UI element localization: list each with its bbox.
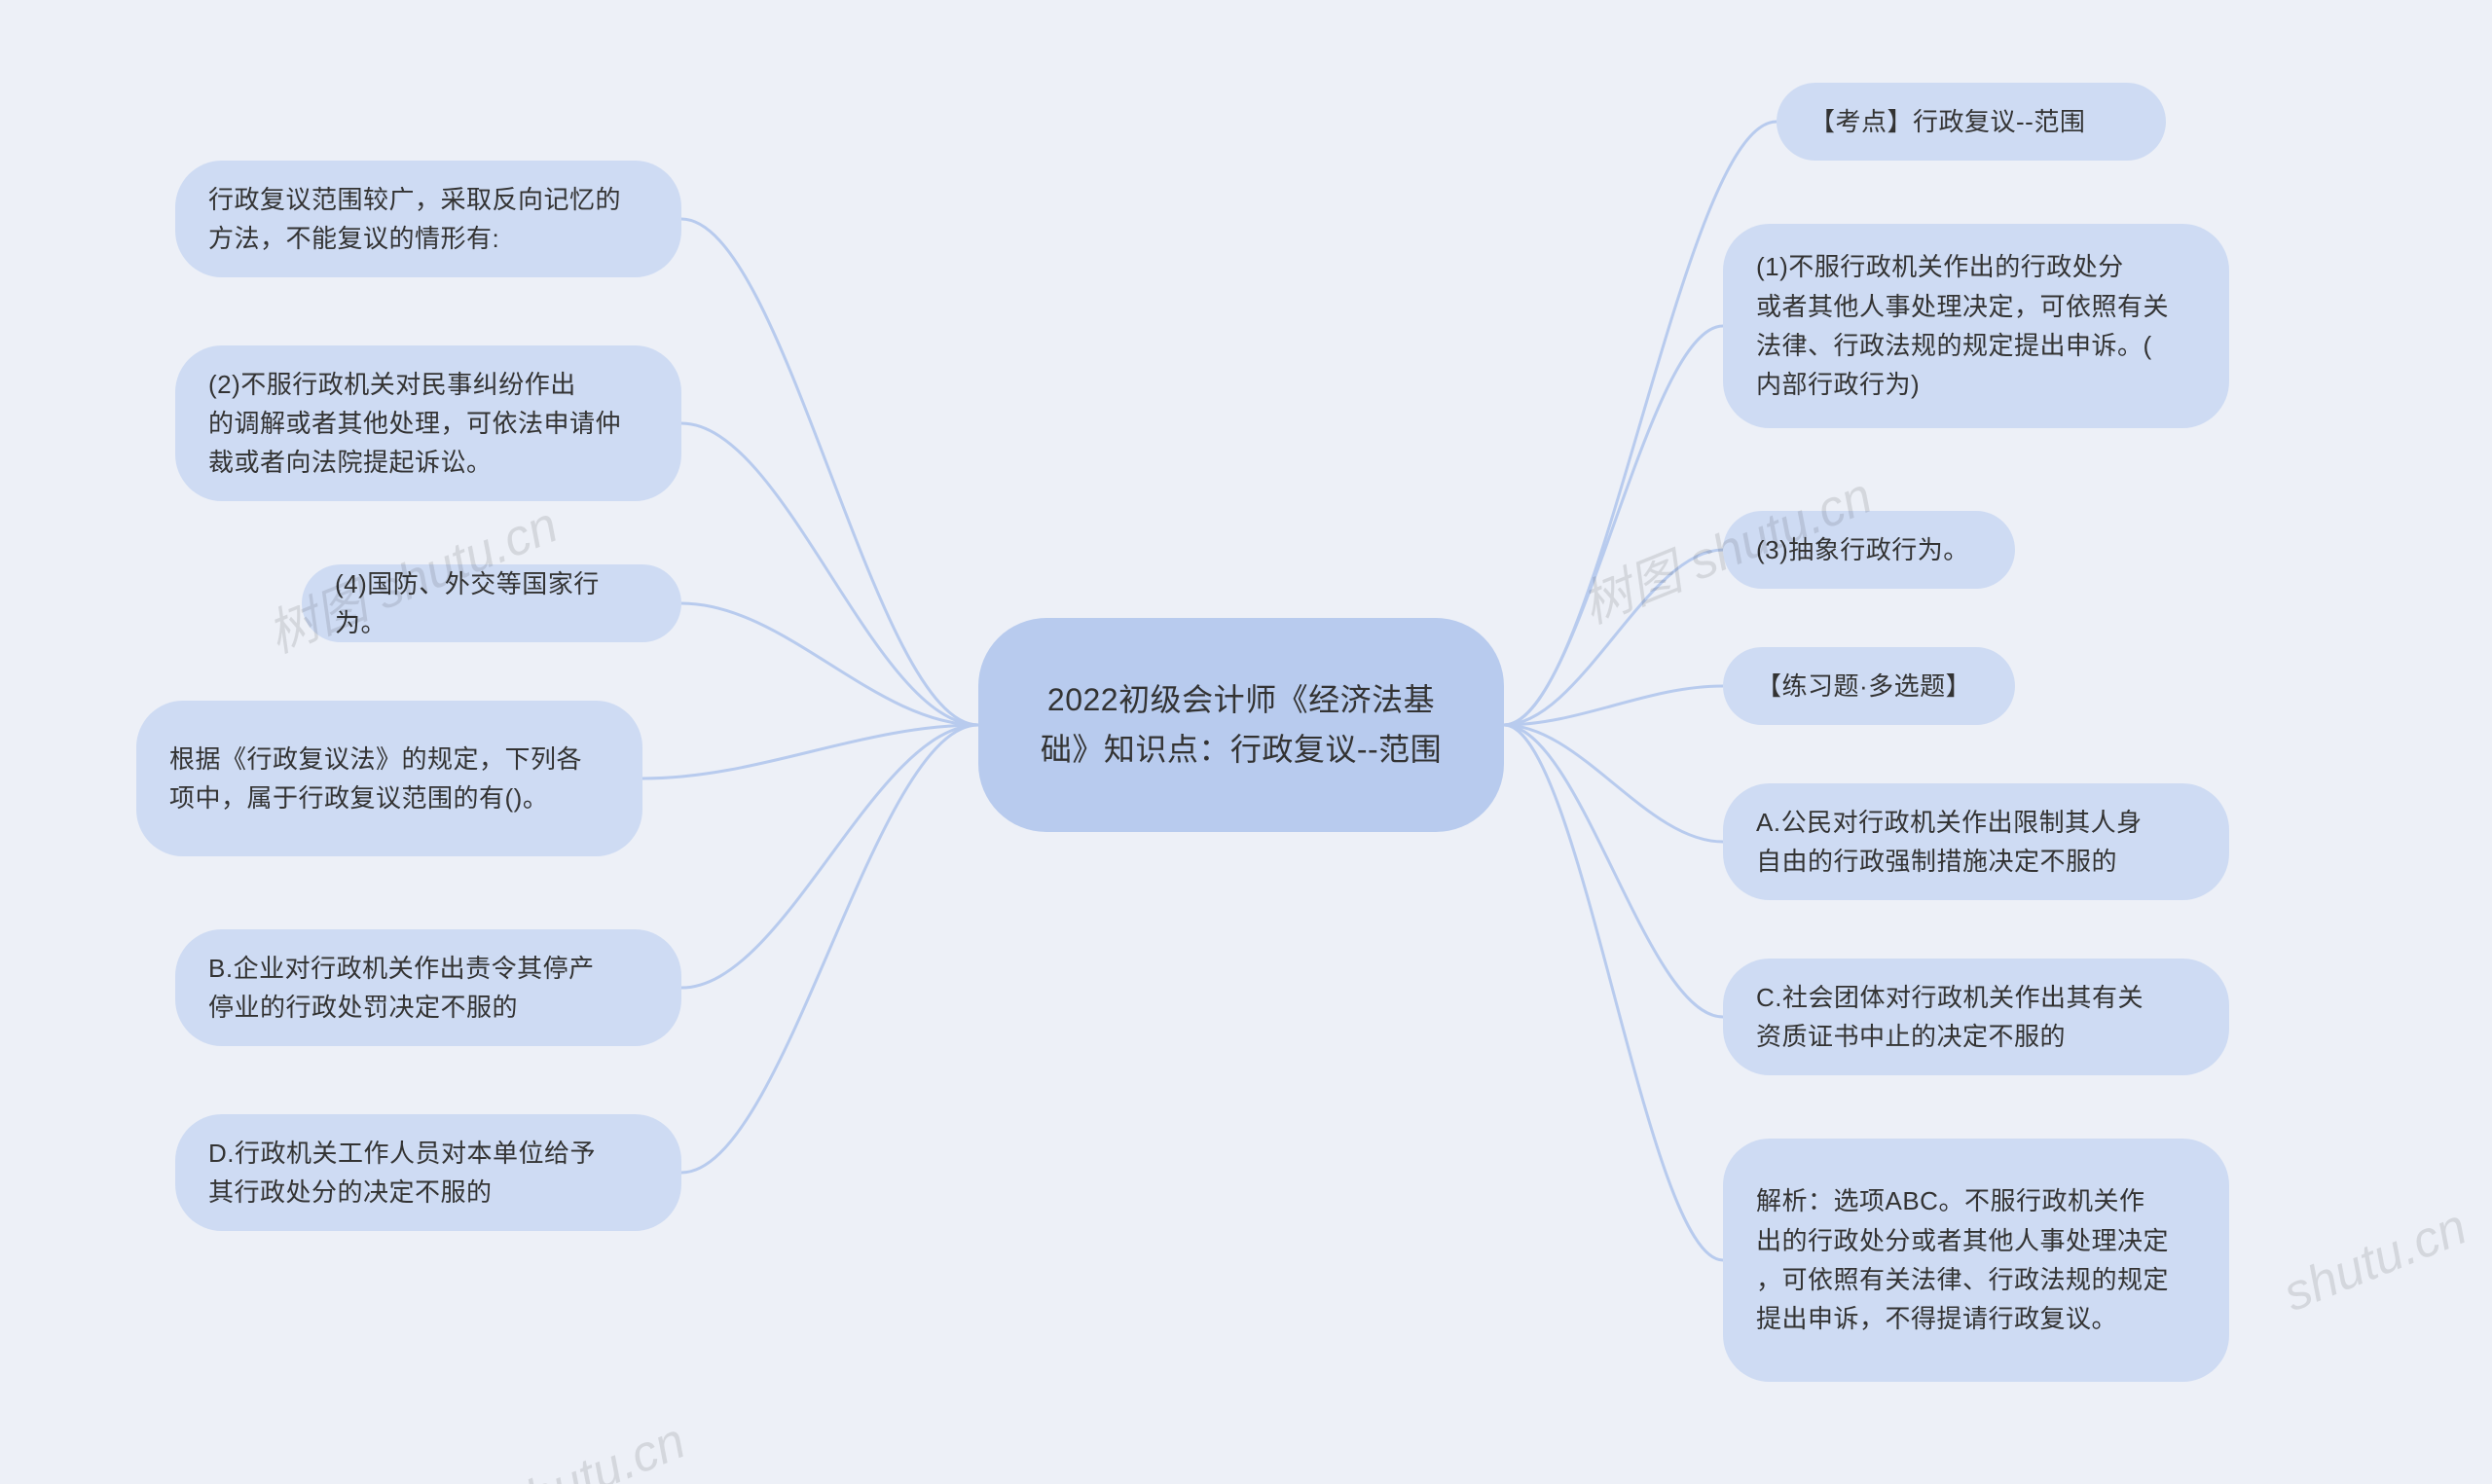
branch-node-r1: 【考点】行政复议--范围 [1777,83,2166,161]
edge-r5 [1504,725,1723,842]
edge-r7 [1504,725,1723,1260]
branch-node-l6: D.行政机关工作人员对本单位给予 其行政处分的决定不服的 [175,1114,681,1231]
branch-node-r7: 解析：选项ABC。不服行政机关作 出的行政处分或者其他人事处理决定 ，可依照有关… [1723,1139,2229,1382]
edge-r3 [1504,550,1723,725]
branch-label-r2: (1)不服行政机关作出的行政处分 或者其他人事处理决定，可依照有关 法律、行政法… [1756,247,2169,404]
edge-l4 [642,725,978,778]
center-label: 2022初级会计师《经济法基 础》知识点：行政复议--范围 [1041,675,1442,775]
branch-node-r4: 【练习题·多选题】 [1723,647,2015,725]
branch-label-l6: D.行政机关工作人员对本单位给予 其行政处分的决定不服的 [208,1134,596,1213]
branch-label-r3: (3)抽象行政行为。 [1756,530,1969,569]
branch-node-l2: (2)不服行政机关对民事纠纷作出 的调解或者其他处理，可依法申请仲 裁或者向法院… [175,345,681,501]
edge-r1 [1504,122,1777,725]
branch-label-l2: (2)不服行政机关对民事纠纷作出 的调解或者其他处理，可依法申请仲 裁或者向法院… [208,365,621,483]
branch-node-l4: 根据《行政复议法》的规定，下列各 项中，属于行政复议范围的有()。 [136,701,642,856]
branch-node-l3: (4)国防、外交等国家行为。 [302,564,681,642]
edge-l2 [681,423,978,725]
edge-r2 [1504,326,1723,725]
center-node: 2022初级会计师《经济法基 础》知识点：行政复议--范围 [978,618,1504,832]
branch-node-l5: B.企业对行政机关作出责令其停产 停业的行政处罚决定不服的 [175,929,681,1046]
branch-label-r4: 【练习题·多选题】 [1756,667,1971,706]
branch-label-r1: 【考点】行政复议--范围 [1810,102,2085,141]
branch-node-r2: (1)不服行政机关作出的行政处分 或者其他人事处理决定，可依照有关 法律、行政法… [1723,224,2229,428]
edge-r4 [1504,686,1723,725]
branch-label-r5: A.公民对行政机关作出限制其人身 自由的行政强制措施决定不服的 [1756,803,2143,882]
edge-l3 [681,603,978,725]
branch-label-l4: 根据《行政复议法》的规定，下列各 项中，属于行政复议范围的有()。 [169,740,582,818]
edge-l6 [681,725,978,1173]
branch-label-r6: C.社会团体对行政机关作出其有关 资质证书中止的决定不服的 [1756,978,2144,1057]
branch-label-l3: (4)国防、外交等国家行为。 [335,564,648,643]
branch-label-l1: 行政复议范围较广，采取反向记忆的 方法，不能复议的情形有: [208,180,621,259]
watermark-2: shutu.cn [495,1412,694,1484]
branch-node-r5: A.公民对行政机关作出限制其人身 自由的行政强制措施决定不服的 [1723,783,2229,900]
branch-node-l1: 行政复议范围较广，采取反向记忆的 方法，不能复议的情形有: [175,161,681,277]
watermark-3: shutu.cn [2276,1198,2475,1323]
branch-label-l5: B.企业对行政机关作出责令其停产 停业的行政处罚决定不服的 [208,949,595,1028]
edge-r6 [1504,725,1723,1017]
branch-label-r7: 解析：选项ABC。不服行政机关作 出的行政处分或者其他人事处理决定 ，可依照有关… [1756,1181,2169,1338]
edge-l5 [681,725,978,988]
branch-node-r3: (3)抽象行政行为。 [1723,511,2015,589]
branch-node-r6: C.社会团体对行政机关作出其有关 资质证书中止的决定不服的 [1723,959,2229,1075]
edge-l1 [681,219,978,725]
